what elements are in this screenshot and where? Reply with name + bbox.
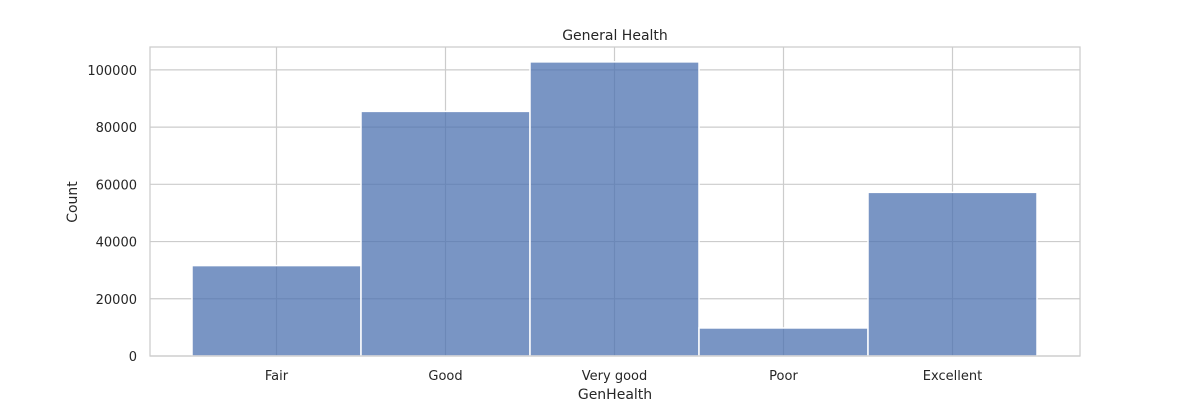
x-tick-label: Poor [769, 369, 798, 384]
y-tick-labels: 0 20000 40000 60000 80000 100000 [87, 64, 137, 365]
x-tick-label: Fair [265, 369, 289, 384]
bar-good [360, 110, 531, 357]
x-tick-label: Very good [582, 369, 647, 384]
y-tick-label: 80000 [96, 121, 137, 136]
y-axis-label: Count [65, 181, 81, 223]
bar-fair [191, 264, 362, 357]
bar-excellent [867, 191, 1038, 357]
x-tick-labels: Fair Good Very good Poor Excellent [265, 369, 982, 384]
y-tick-label: 100000 [87, 64, 137, 79]
y-tick-label: 0 [129, 350, 137, 365]
y-tick-label: 60000 [96, 178, 137, 193]
bar-very-good [529, 61, 700, 357]
bar-poor [698, 327, 869, 357]
x-tick-label: Good [428, 369, 462, 384]
plot-frame [149, 46, 1081, 357]
x-tick-label: Excellent [923, 369, 982, 384]
x-axis-label: GenHealth [578, 387, 652, 400]
y-tick-label: 20000 [96, 293, 137, 308]
y-tick-label: 40000 [96, 236, 137, 251]
bars [191, 61, 1038, 357]
chart-title: General Health [562, 28, 668, 44]
